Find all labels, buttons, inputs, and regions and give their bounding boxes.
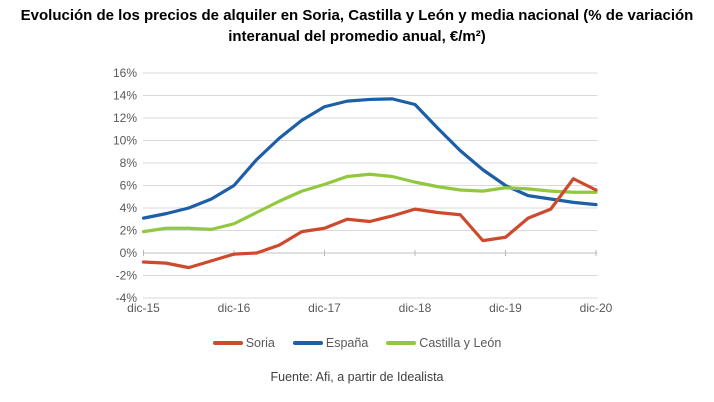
y-axis-tick-label: 4% [120, 201, 138, 215]
legend-label-espana: España [325, 336, 369, 350]
y-axis-tick-label: 8% [120, 156, 138, 170]
y-axis-tick-label: 14% [113, 89, 137, 103]
legend-item-castilla-y-leon: Castilla y León [386, 336, 501, 350]
x-axis-tick-label: dic-20 [580, 301, 613, 315]
x-axis-tick-label: dic-15 [127, 301, 160, 315]
legend-swatch-soria [212, 341, 243, 345]
legend-label-castilla-y-leon: Castilla y León [419, 336, 502, 350]
source-note: Fuente: Afi, a partir de Idealista [270, 370, 444, 384]
y-axis-tick-label: 6% [120, 179, 138, 193]
legend-item-soria: Soria [212, 336, 275, 350]
chart-legend: Soria España Castilla y León [0, 336, 714, 350]
y-axis-tick-label: 10% [113, 134, 137, 148]
y-axis-tick-label: 12% [113, 111, 137, 125]
x-axis-tick-label: dic-19 [489, 301, 522, 315]
legend-swatch-espana [292, 341, 323, 345]
y-axis-tick-label: 2% [120, 224, 138, 238]
series-line-castilla-y-león [141, 172, 598, 234]
y-axis-tick-label: -4% [116, 291, 138, 305]
y-axis-tick-label: 16% [113, 66, 137, 80]
x-axis-tick-label: dic-18 [399, 301, 432, 315]
x-axis-tick-label: dic-16 [218, 301, 251, 315]
legend-label-soria: Soria [245, 336, 275, 350]
legend-swatch-castilla-y-leon [386, 341, 417, 345]
legend-item-espana: España [292, 336, 369, 350]
chart-title: Evolución de los precios de alquiler en … [20, 7, 694, 45]
y-axis-tick-label: 0% [120, 246, 138, 260]
y-axis-tick-label: -2% [116, 269, 138, 283]
x-axis-tick-label: dic-17 [308, 301, 341, 315]
series-line-españa [141, 97, 598, 220]
series-line-soria [141, 177, 598, 270]
